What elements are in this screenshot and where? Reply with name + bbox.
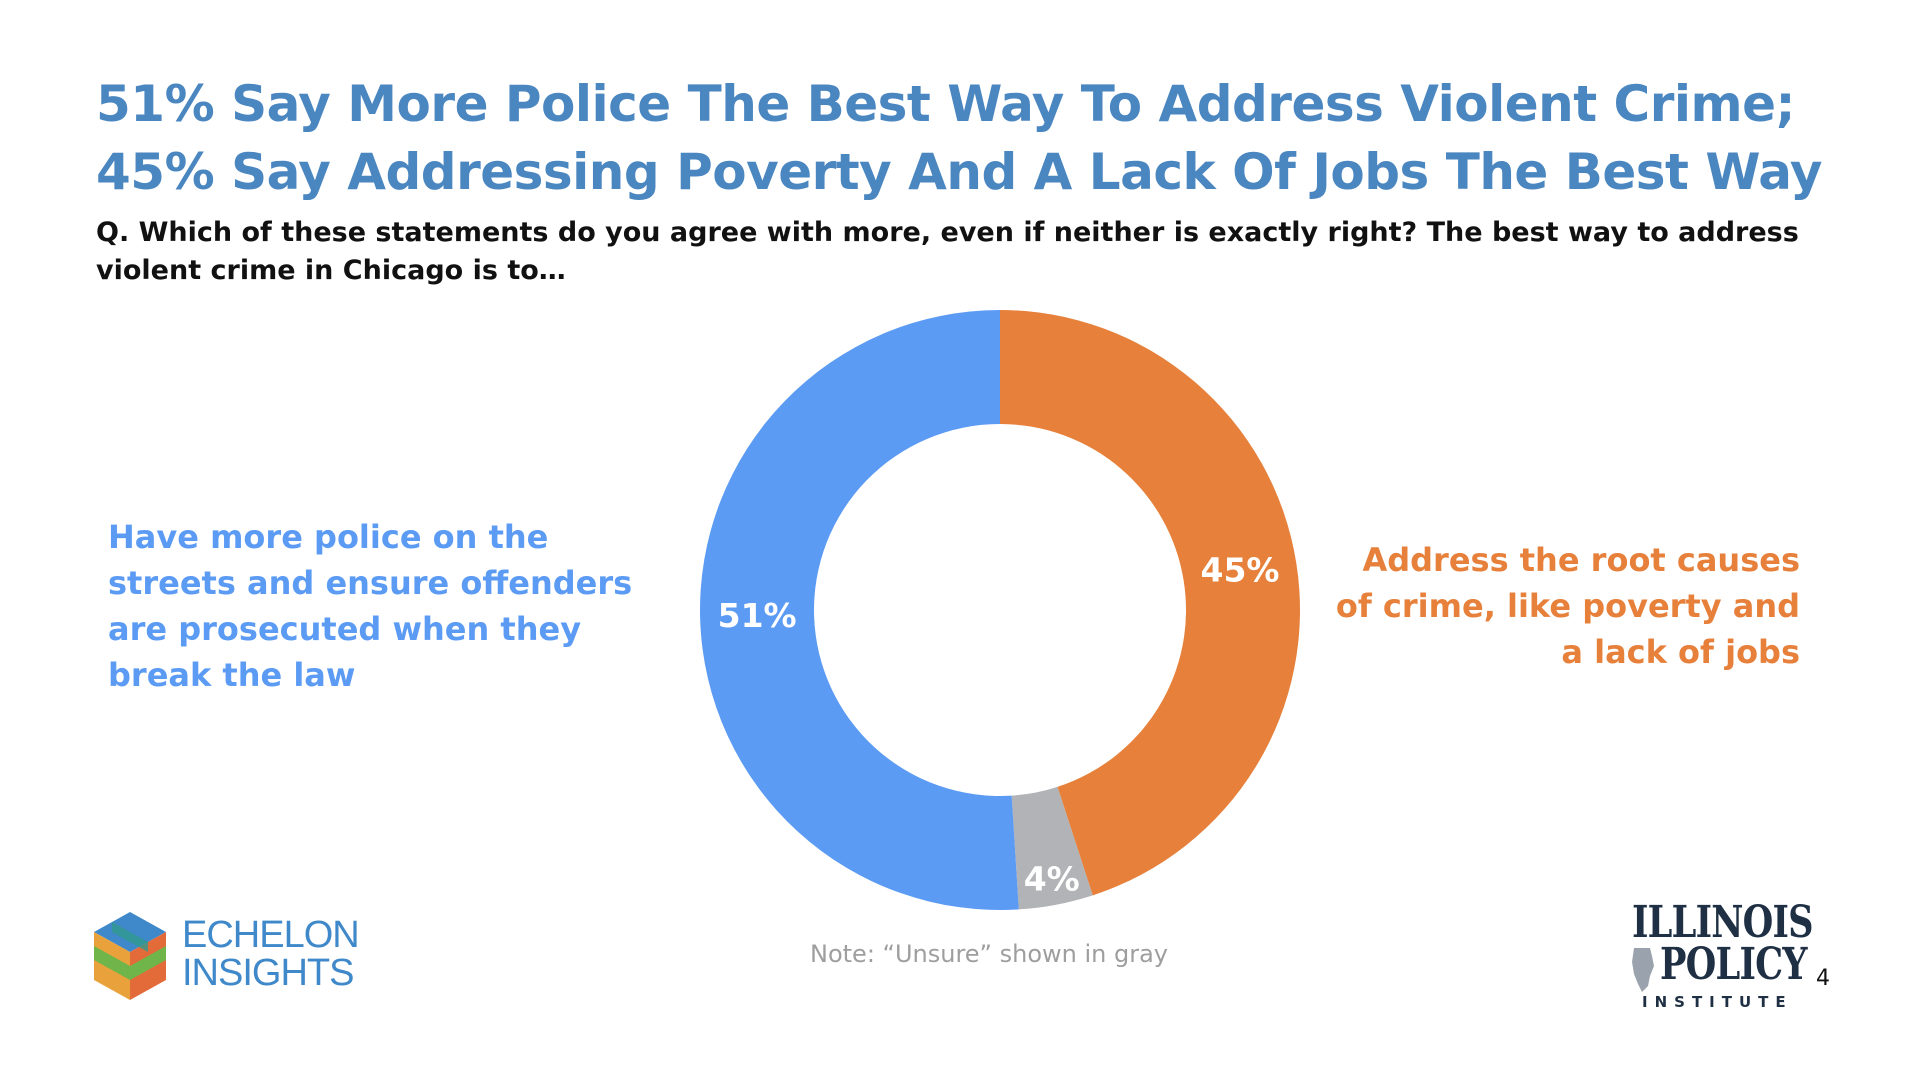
donut-slice-label-0: 45% (1201, 550, 1280, 589)
echelon-insights-logo: ECHELON INSIGHTS (90, 912, 410, 1002)
donut-slice-1 (1011, 786, 1093, 910)
logo-institute-text: INSTITUTE (1642, 993, 1793, 1011)
donut-chart: 45% 4% 51% (700, 310, 1300, 910)
page-number: 4 (1816, 966, 1830, 991)
logo-illinois-text: ILLINOIS (1632, 897, 1814, 948)
survey-question: Q. Which of these statements do you agre… (96, 217, 1799, 286)
slide-title: 51% Say More Police The Best Way To Addr… (96, 70, 1856, 206)
echelon-insights-wordmark: ECHELON INSIGHTS (182, 914, 360, 994)
root-causes-option-label: Address the root causes of crime, like p… (1335, 541, 1800, 671)
chart-note: Note: “Unsure” shown in gray (810, 940, 1169, 968)
donut-slice-label-2: 51% (718, 596, 797, 635)
donut-slice-2 (700, 310, 1019, 910)
illinois-policy-institute-logo: ILLINOIS POLICY INSTITUTE (1620, 900, 1814, 1011)
donut-slice-0 (1000, 310, 1300, 896)
title-line-2: 45% Say Addressing Poverty And A Lack Of… (96, 143, 1823, 201)
logo-policy-text: POLICY (1660, 939, 1808, 990)
police-option-label: Have more police on the streets and ensu… (108, 518, 633, 694)
illinois-state-icon (1632, 948, 1654, 992)
donut-slice-label-1: 4% (1024, 860, 1080, 899)
cube-icon (94, 912, 166, 1000)
title-line-1: 51% Say More Police The Best Way To Addr… (96, 75, 1796, 133)
